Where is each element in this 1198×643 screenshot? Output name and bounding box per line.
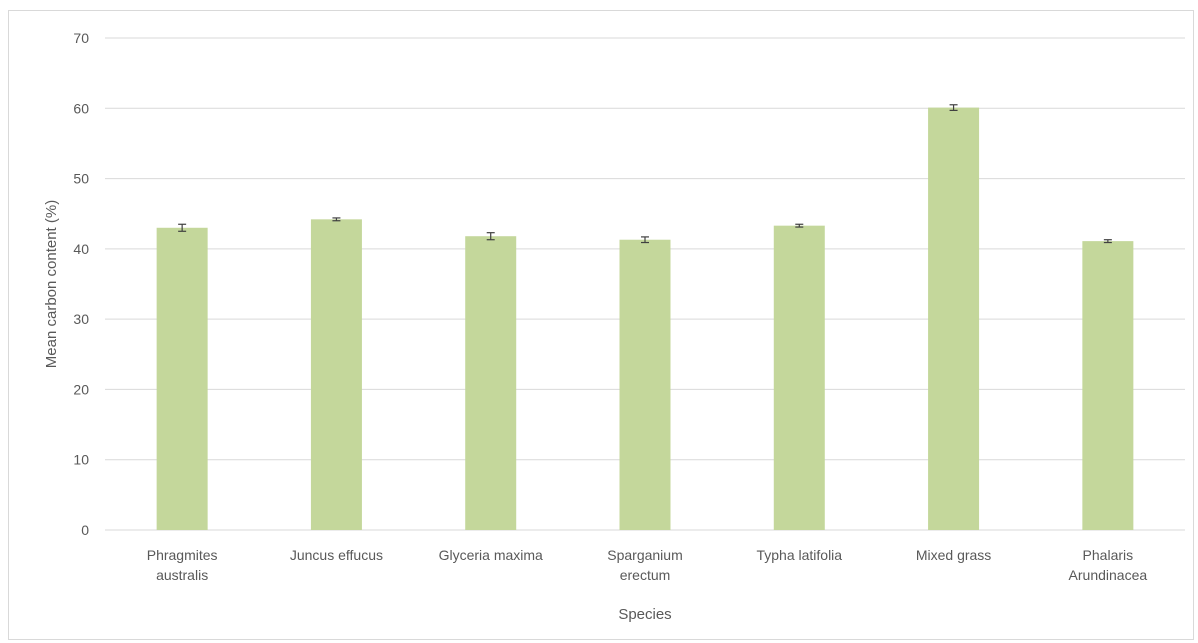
error-bar-3 bbox=[486, 232, 495, 241]
x-axis-ticks: Phragmites australis Juncus effucus Glyceri… bbox=[147, 547, 1148, 583]
x-tick-label-3: Glyceria maxima bbox=[439, 547, 543, 563]
bar-7 bbox=[1082, 241, 1134, 530]
error-bar-7 bbox=[1103, 239, 1112, 244]
x-tick-label-line: Arundinacea bbox=[1069, 567, 1148, 583]
x-tick-label-line: Juncus effucus bbox=[290, 547, 383, 563]
x-tick-label-1: Phragmites australis bbox=[147, 547, 218, 583]
x-tick-label-line: Sparganium bbox=[607, 547, 683, 563]
bar-2 bbox=[310, 219, 362, 530]
y-tick-label-20: 20 bbox=[73, 381, 89, 397]
x-tick-label-line: Phalaris bbox=[1083, 547, 1134, 563]
bar-1 bbox=[156, 227, 208, 530]
x-tick-label-6: Mixed grass bbox=[916, 547, 991, 563]
error-bar-4 bbox=[641, 236, 649, 244]
error-bars bbox=[178, 104, 1112, 244]
x-tick-label-2: Juncus effucus bbox=[290, 547, 383, 563]
x-tick-label-line: erectum bbox=[620, 567, 671, 583]
x-tick-label-line: Glyceria maxima bbox=[439, 547, 543, 563]
y-tick-label-60: 60 bbox=[73, 100, 89, 116]
bar-6 bbox=[928, 107, 980, 530]
x-tick-label-5: Typha latifolia bbox=[756, 547, 842, 563]
y-axis-ticks: 0 10 20 30 40 50 60 70 bbox=[73, 30, 89, 538]
error-bar-5 bbox=[795, 223, 804, 228]
y-tick-label-30: 30 bbox=[73, 311, 89, 327]
error-bar-2 bbox=[332, 217, 341, 222]
bars bbox=[156, 107, 1134, 531]
x-tick-label-line: Typha latifolia bbox=[756, 547, 842, 563]
error-bar-6 bbox=[949, 104, 958, 111]
x-tick-label-line: Phragmites bbox=[147, 547, 218, 563]
y-tick-label-10: 10 bbox=[73, 452, 89, 468]
y-tick-label-50: 50 bbox=[73, 171, 89, 187]
y-tick-label-40: 40 bbox=[73, 241, 89, 257]
x-tick-label-line: Mixed grass bbox=[916, 547, 991, 563]
error-bar-1 bbox=[178, 223, 187, 232]
y-axis-title: Mean carbon content (%) bbox=[43, 200, 60, 368]
bar-5 bbox=[773, 225, 825, 531]
bar-4 bbox=[619, 239, 671, 530]
x-tick-label-7: Phalaris Arundinacea bbox=[1069, 547, 1148, 583]
x-tick-label-line: australis bbox=[156, 567, 208, 583]
x-axis-title: Species bbox=[618, 606, 671, 623]
bar-3 bbox=[465, 236, 517, 530]
y-tick-label-0: 0 bbox=[81, 522, 89, 538]
y-tick-label-70: 70 bbox=[73, 30, 89, 46]
x-tick-label-4: Sparganium erectum bbox=[607, 547, 683, 583]
